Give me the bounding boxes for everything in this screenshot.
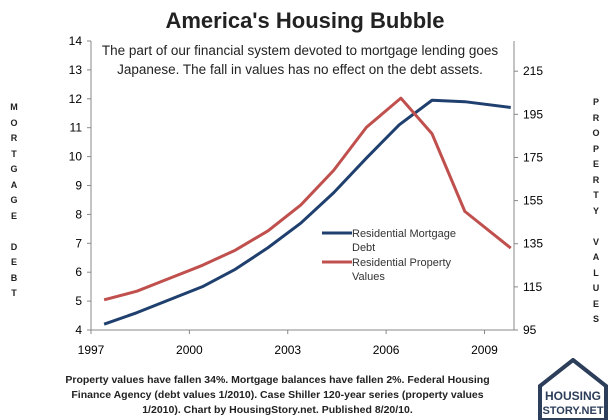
y-left-tick-label: 13 <box>69 63 83 77</box>
y-right-tick-label: 175 <box>523 150 543 164</box>
y-left-tick-label: 8 <box>75 207 82 221</box>
y-right-tick-label: 115 <box>523 280 542 294</box>
chart-subtitle: The part of our financial system devoted… <box>101 43 499 77</box>
y-axis-left-label: M O R T G A G E D E B T <box>10 102 18 298</box>
legend-label-line: Values <box>352 271 385 283</box>
y-left-tick-label: 14 <box>69 34 83 48</box>
logo-text: STORY.NET <box>542 405 603 417</box>
chart-title: America's Housing Bubble <box>165 8 445 33</box>
y-right-tick-label: 195 <box>523 107 543 121</box>
legend-label: Residential Property Values <box>352 257 452 283</box>
x-tick-label: 2009 <box>471 343 498 357</box>
legend-label-line: Residential Property <box>352 257 452 269</box>
y-right-tick-label: 95 <box>523 323 537 337</box>
y-left-tick-label: 5 <box>75 294 82 308</box>
y-right-tick-label: 135 <box>523 237 543 251</box>
series-line-property-values <box>103 96 512 302</box>
housingstory-logo: HOUSING STORY.NET <box>538 358 608 420</box>
x-tick-label: 1997 <box>78 343 105 357</box>
logo-text: HOUSING <box>545 389 601 403</box>
y-left-tick-label: 9 <box>75 179 82 193</box>
y-right-tick-label: 155 <box>523 194 543 208</box>
y-right-tick-label: 215 <box>523 64 543 78</box>
y-axis-right-label: P R O P E R T Y V A L U E S <box>592 97 600 324</box>
y-left-tick-label: 10 <box>69 150 83 164</box>
x-tick-label: 2000 <box>176 343 203 357</box>
legend-label-line: Residential Mortgage <box>352 228 456 240</box>
x-tick-label: 2006 <box>373 343 400 357</box>
y-left-tick-label: 12 <box>69 92 83 106</box>
x-tick-label: 2003 <box>274 343 301 357</box>
series-line-mortgage-debt <box>103 98 511 326</box>
y-left-tick-label: 6 <box>75 265 82 279</box>
y-left-tick-label: 11 <box>70 121 83 135</box>
footnote: Property values have fallen 34%. Mortgag… <box>65 374 490 416</box>
legend-label-line: Debt <box>352 242 375 254</box>
y-left-tick-label: 4 <box>75 323 82 337</box>
legend-label: Residential Mortgage Debt <box>352 228 456 254</box>
y-left-tick-label: 7 <box>75 236 82 250</box>
